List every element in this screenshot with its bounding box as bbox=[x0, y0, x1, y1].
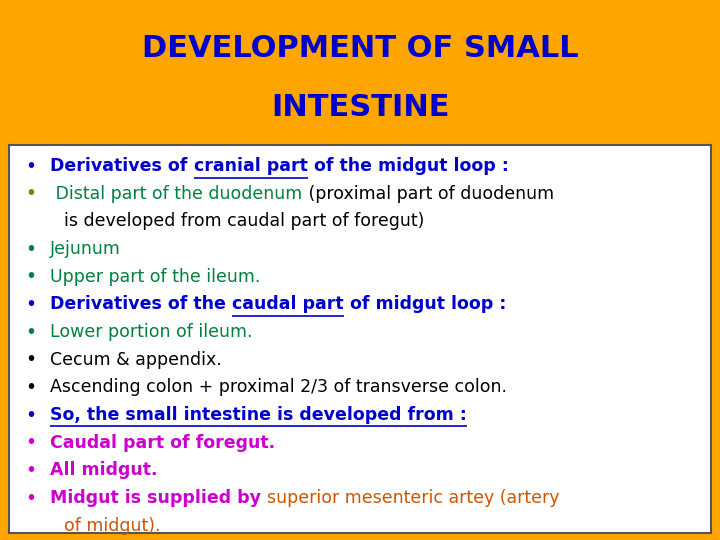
Text: of midgut loop :: of midgut loop : bbox=[343, 295, 506, 313]
Text: superior mesenteric artey (artery: superior mesenteric artey (artery bbox=[267, 489, 559, 507]
Text: Ascending colon + proximal 2/3 of transverse colon.: Ascending colon + proximal 2/3 of transv… bbox=[50, 379, 508, 396]
Text: of midgut).: of midgut). bbox=[64, 517, 161, 535]
Text: •: • bbox=[25, 184, 36, 203]
Text: INTESTINE: INTESTINE bbox=[271, 93, 449, 122]
Text: Caudal part of foregut.: Caudal part of foregut. bbox=[50, 434, 275, 451]
Text: of the midgut loop :: of the midgut loop : bbox=[307, 157, 508, 175]
Text: caudal part: caudal part bbox=[232, 295, 343, 313]
Text: is developed from caudal part of foregut): is developed from caudal part of foregut… bbox=[64, 212, 424, 231]
Text: •: • bbox=[25, 295, 36, 314]
Text: •: • bbox=[25, 267, 36, 286]
Text: (proximal part of duodenum: (proximal part of duodenum bbox=[302, 185, 554, 202]
Text: •: • bbox=[25, 461, 36, 480]
Text: •: • bbox=[25, 489, 36, 508]
Text: All midgut.: All midgut. bbox=[50, 461, 158, 480]
Text: Jejunum: Jejunum bbox=[50, 240, 121, 258]
Text: •: • bbox=[25, 406, 36, 424]
Text: DEVELOPMENT OF SMALL: DEVELOPMENT OF SMALL bbox=[142, 33, 578, 63]
Text: Midgut is supplied by: Midgut is supplied by bbox=[50, 489, 267, 507]
Text: Lower portion of ileum.: Lower portion of ileum. bbox=[50, 323, 253, 341]
Text: •: • bbox=[25, 322, 36, 342]
Text: Distal part of the duodenum: Distal part of the duodenum bbox=[50, 185, 302, 202]
Text: Cecum & appendix.: Cecum & appendix. bbox=[50, 350, 222, 369]
Text: cranial part: cranial part bbox=[194, 157, 307, 175]
Text: •: • bbox=[25, 378, 36, 397]
Text: •: • bbox=[25, 157, 36, 176]
Text: Upper part of the ileum.: Upper part of the ileum. bbox=[50, 268, 261, 286]
Text: So, the small intestine is developed from :: So, the small intestine is developed fro… bbox=[50, 406, 467, 424]
Text: •: • bbox=[25, 240, 36, 259]
Text: •: • bbox=[25, 350, 36, 369]
Text: •: • bbox=[25, 433, 36, 452]
Text: Derivatives of: Derivatives of bbox=[50, 157, 194, 175]
Text: Derivatives of the: Derivatives of the bbox=[50, 295, 232, 313]
